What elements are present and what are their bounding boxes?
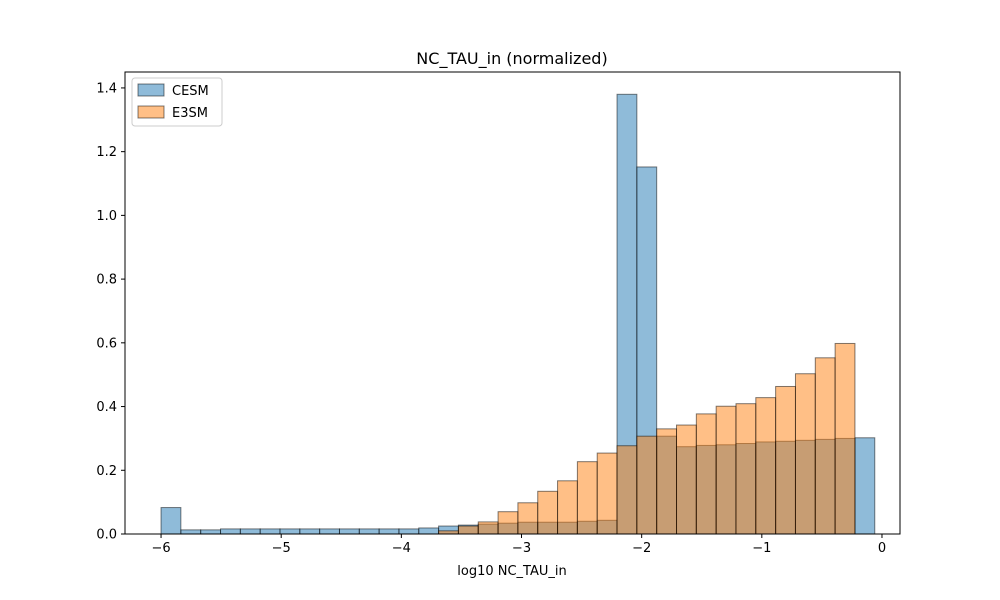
- x-tick-label: −2: [632, 541, 651, 556]
- chart-title: NC_TAU_in (normalized): [416, 49, 607, 69]
- y-tick-label: 0.4: [96, 400, 117, 415]
- x-tick-label: −4: [392, 541, 411, 556]
- bar-cesm-7: [299, 528, 321, 535]
- bar-cesm-3: [220, 528, 241, 535]
- x-tick-label: −1: [752, 541, 771, 556]
- bar-cesm-4: [239, 528, 261, 535]
- x-axis: −6 −5 −4 −3 −2 −1 0: [151, 534, 886, 556]
- bar-e3sm-31: [775, 385, 796, 535]
- bar-e3sm-29: [735, 403, 757, 535]
- bar-cesm-35: [854, 437, 876, 535]
- bar-e3sm-18: [517, 502, 539, 535]
- legend: CESM E3SM: [131, 77, 223, 127]
- x-tick-label: −6: [151, 541, 170, 556]
- bars-layer: [160, 93, 876, 535]
- x-tick-label: −5: [272, 541, 291, 556]
- bar-e3sm-32: [794, 373, 816, 535]
- x-tick-label: −3: [512, 541, 531, 556]
- bar-cesm-10: [358, 528, 380, 535]
- bar-e3sm-15: [457, 525, 479, 535]
- bar-cesm-6: [279, 528, 301, 535]
- bar-e3sm-21: [576, 461, 598, 535]
- bar-e3sm-16: [477, 521, 499, 535]
- y-tick-label: 0.6: [96, 336, 117, 351]
- x-axis-title: log10 NC_TAU_in: [457, 564, 566, 579]
- bar-cesm-1: [180, 529, 202, 535]
- legend-swatch-e3sm: [137, 105, 165, 119]
- y-tick-label: 1.0: [96, 209, 117, 224]
- bar-e3sm-20: [557, 480, 578, 535]
- bar-cesm-9: [338, 528, 360, 535]
- legend-label-cesm: CESM: [172, 84, 209, 99]
- plot-frame: [124, 71, 901, 535]
- bar-e3sm-27: [695, 413, 717, 535]
- y-axis: 0.0 0.2 0.4 0.6 0.8 1.0 1.2 1.4: [96, 81, 125, 543]
- bar-cesm-0: [160, 507, 182, 535]
- bar-e3sm-23: [616, 445, 638, 535]
- bar-e3sm-28: [715, 405, 737, 535]
- y-tick-label: 0.2: [96, 464, 117, 479]
- bar-cesm-2: [200, 529, 222, 535]
- bar-cesm-12: [398, 528, 420, 535]
- bar-cesm-13: [418, 527, 440, 535]
- bar-e3sm-22: [596, 452, 618, 535]
- y-tick-label: 1.4: [96, 81, 117, 96]
- bar-e3sm-25: [656, 428, 678, 535]
- y-tick-label: 0.8: [96, 273, 117, 288]
- bar-cesm-8: [319, 528, 340, 535]
- bar-e3sm-26: [676, 424, 697, 535]
- y-tick-label: 1.2: [96, 145, 117, 160]
- x-tick-label: 0: [878, 541, 886, 556]
- legend-swatch-cesm: [137, 83, 165, 97]
- bar-e3sm-19: [537, 490, 559, 535]
- bar-e3sm-30: [755, 397, 777, 535]
- bar-e3sm-34: [834, 342, 856, 535]
- bar-e3sm-17: [497, 511, 519, 535]
- bar-cesm-5: [259, 528, 281, 535]
- legend-label-e3sm: E3SM: [172, 106, 208, 121]
- bar-e3sm-33: [814, 357, 836, 535]
- y-tick-label: 0.0: [96, 528, 117, 543]
- bar-e3sm-24: [636, 435, 658, 535]
- bar-cesm-11: [378, 528, 400, 535]
